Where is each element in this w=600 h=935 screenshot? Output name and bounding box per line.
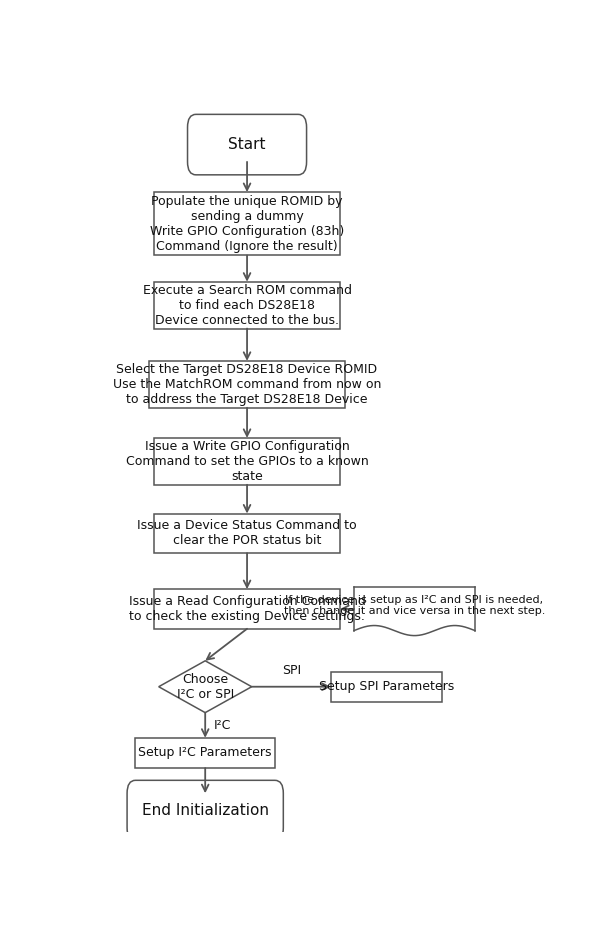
FancyBboxPatch shape	[127, 781, 283, 841]
Text: Start: Start	[229, 137, 266, 152]
Text: Setup SPI Parameters: Setup SPI Parameters	[319, 681, 454, 693]
Text: Setup I²C Parameters: Setup I²C Parameters	[139, 746, 272, 759]
Text: Execute a Search ROM command
to find each DS28E18
Device connected to the bus.: Execute a Search ROM command to find eac…	[143, 283, 352, 326]
Bar	[154, 192, 340, 255]
Text: If the device is setup as I²C and SPI is needed,
then change it and vice versa i: If the device is setup as I²C and SPI is…	[284, 595, 545, 616]
Text: Issue a Read Configuration Command
to check the existing Device settings.: Issue a Read Configuration Command to ch…	[128, 595, 365, 623]
Text: Select the Target DS28E18 Device ROMID
Use the MatchROM command from now on
to a: Select the Target DS28E18 Device ROMID U…	[113, 363, 381, 406]
Text: Issue a Device Status Command to
clear the POR status bit: Issue a Device Status Command to clear t…	[137, 519, 357, 547]
Bar	[154, 589, 340, 628]
Bar	[154, 513, 340, 554]
Bar	[136, 738, 275, 768]
Bar	[154, 281, 340, 328]
Bar	[149, 361, 344, 408]
Text: Populate the unique ROMID by
sending a dummy
Write GPIO Configuration (83h)
Comm: Populate the unique ROMID by sending a d…	[150, 194, 344, 252]
Text: Choose
I²C or SPI: Choose I²C or SPI	[176, 672, 234, 700]
Bar	[331, 671, 442, 702]
Text: SPI: SPI	[281, 665, 301, 677]
Text: I²C: I²C	[214, 719, 231, 732]
Text: End Initialization: End Initialization	[142, 803, 269, 818]
Polygon shape	[158, 661, 252, 712]
FancyBboxPatch shape	[188, 114, 307, 175]
Text: Issue a Write GPIO Configuration
Command to set the GPIOs to a known
state: Issue a Write GPIO Configuration Command…	[125, 439, 368, 482]
Bar	[354, 587, 475, 630]
Bar	[154, 438, 340, 484]
